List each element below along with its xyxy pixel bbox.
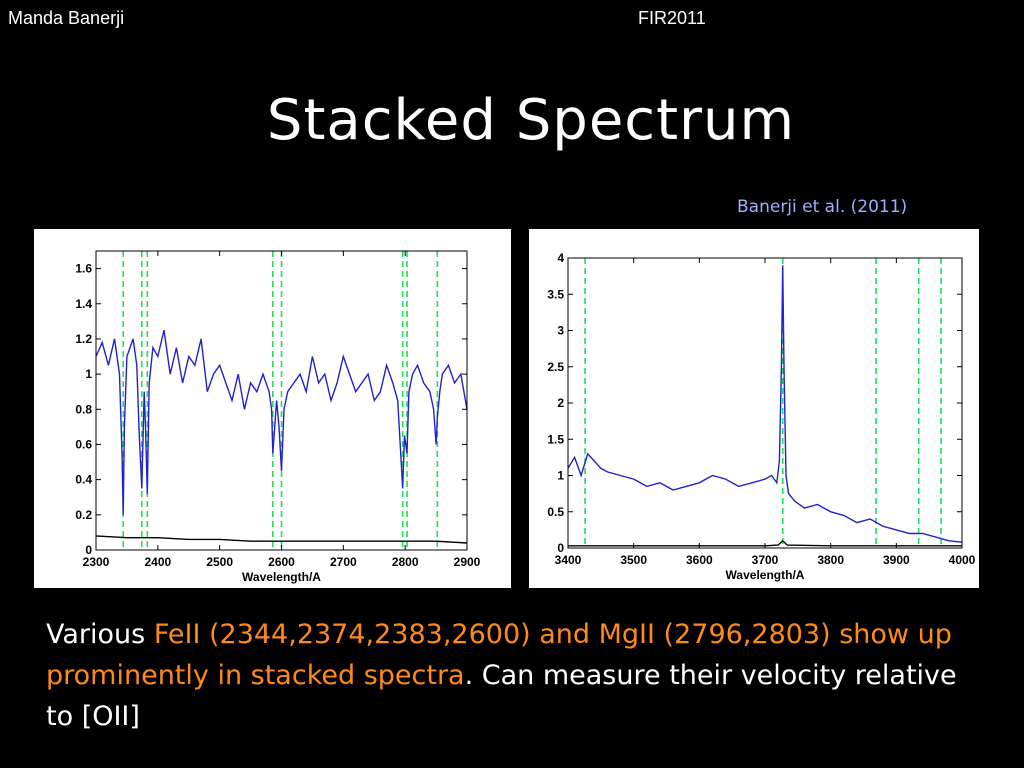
spectrum-series-line <box>567 265 963 543</box>
y-tick-label: 0 <box>85 543 92 557</box>
left-spectrum-svg: 2300 2400 2500 2600 2700 2800 2900 0 0.2 0.4 0.6 0.… <box>75 250 481 584</box>
y-tick-label: 4 <box>557 251 564 265</box>
caption-suffix: . Can measure their velocity relative to… <box>46 660 957 732</box>
right-spectrum-svg: 3400 3500 3600 3700 3800 3900 4000 0 0.5 1 1.5 2 2.5… <box>547 251 976 582</box>
plot-frame <box>567 257 963 549</box>
x-tick-label: 3900 <box>883 553 910 567</box>
caption-text: Various FeII (2344,2374,2383,2600) and M… <box>46 614 986 737</box>
x-tick-label: 2500 <box>206 555 233 569</box>
x-tick-label: 2600 <box>268 555 295 569</box>
y-tick-label: 0 <box>557 541 564 555</box>
y-tick-label: 0.2 <box>75 508 92 522</box>
x-tick-label: 3500 <box>620 553 647 567</box>
y-tick-label: 0.6 <box>75 437 92 451</box>
y-tick-label: 3.5 <box>547 287 564 301</box>
caption-highlight: FeII (2344,2374,2383,2600) and MgII (279… <box>46 619 952 691</box>
y-tick-label: 1 <box>85 367 92 381</box>
y-tick-label: 3 <box>557 324 564 338</box>
y-tick-label: 2 <box>557 396 564 410</box>
y-tick-label: 1 <box>557 469 564 483</box>
y-tick-label: 1.4 <box>75 297 92 311</box>
y-tick-label: 0.5 <box>547 505 564 519</box>
right-spectrum-chart: 3400 3500 3600 3700 3800 3900 4000 0 0.5 1 1.5 2 2.5… <box>529 229 979 588</box>
caption-prefix: Various <box>46 619 154 650</box>
x-axis-label: Wavelength/A <box>242 570 321 584</box>
x-tick-label: 4000 <box>949 553 976 567</box>
x-tick-label: 3800 <box>817 553 844 567</box>
slide-title: Stacked Spectrum <box>266 88 796 153</box>
left-spectrum-chart: 2300 2400 2500 2600 2700 2800 2900 0 0.2 0.4 0.6 0.… <box>34 229 511 588</box>
x-axis-label: Wavelength/A <box>726 568 805 582</box>
x-tick-label: 3700 <box>752 553 779 567</box>
x-tick-label: 2800 <box>392 555 419 569</box>
error-series-line <box>95 535 468 544</box>
y-tick-label: 0.4 <box>75 473 92 487</box>
spectrum-series-line <box>95 329 468 515</box>
y-tick-label: 1.2 <box>75 332 92 346</box>
y-tick-label: 1.5 <box>547 432 564 446</box>
y-tick-label: 1.6 <box>75 262 92 276</box>
error-series-line <box>568 539 962 547</box>
conference-name: FIR2011 <box>638 8 706 28</box>
y-tick-label: 0.8 <box>75 402 92 416</box>
x-tick-label: 3600 <box>686 553 713 567</box>
author-name: Manda Banerji <box>8 8 125 28</box>
x-tick-label: 2400 <box>144 555 171 569</box>
y-tick-label: 2.5 <box>547 360 564 374</box>
x-tick-label: 2900 <box>454 555 481 569</box>
x-tick-label: 2300 <box>83 555 110 569</box>
x-tick-label: 3400 <box>555 553 582 567</box>
citation: Banerji et al. (2011) <box>737 197 908 217</box>
x-tick-label: 2700 <box>330 555 357 569</box>
